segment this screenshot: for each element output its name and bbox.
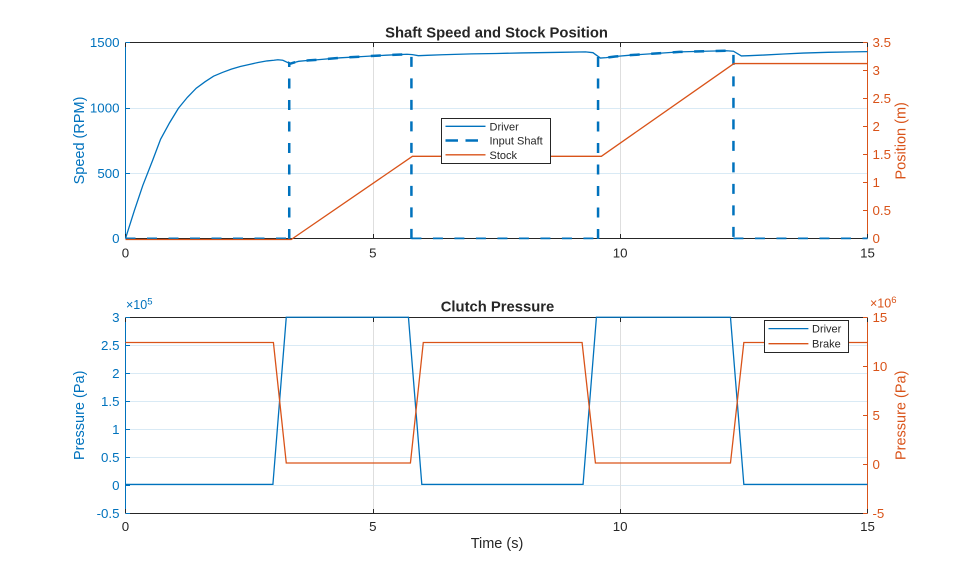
svg-text:2.5: 2.5 [873, 91, 892, 106]
svg-text:-5: -5 [873, 506, 885, 521]
svg-text:Brake: Brake [812, 339, 841, 351]
svg-text:Pressure (Pa): Pressure (Pa) [72, 371, 88, 460]
svg-text:15: 15 [860, 519, 875, 534]
svg-text:10: 10 [613, 519, 628, 534]
svg-text:Driver: Driver [490, 121, 520, 133]
svg-text:1: 1 [112, 422, 119, 437]
svg-text:3: 3 [112, 310, 119, 325]
svg-text:Input Shaft: Input Shaft [490, 136, 543, 148]
svg-text:0: 0 [112, 231, 119, 246]
svg-text:0: 0 [122, 519, 129, 534]
svg-text:Driver: Driver [812, 324, 842, 336]
svg-text:Speed (RPM): Speed (RPM) [72, 97, 88, 185]
svg-text:2: 2 [112, 366, 119, 381]
svg-text:×106: ×106 [870, 295, 897, 311]
svg-text:Clutch Pressure: Clutch Pressure [441, 300, 554, 316]
svg-text:0.5: 0.5 [101, 450, 120, 465]
svg-text:1.5: 1.5 [873, 147, 892, 162]
svg-text:Pressure (Pa): Pressure (Pa) [894, 371, 910, 460]
svg-text:1: 1 [873, 175, 880, 190]
svg-text:Stock: Stock [490, 150, 518, 162]
svg-text:3: 3 [873, 63, 880, 78]
svg-text:0: 0 [122, 245, 129, 260]
svg-text:0.5: 0.5 [873, 203, 892, 218]
svg-text:1500: 1500 [90, 35, 120, 50]
svg-text:Position (m): Position (m) [894, 102, 910, 179]
svg-text:×105: ×105 [126, 297, 153, 313]
svg-text:5: 5 [369, 245, 376, 260]
svg-text:2.5: 2.5 [101, 338, 120, 353]
svg-text:10: 10 [873, 359, 888, 374]
svg-text:5: 5 [873, 408, 880, 423]
svg-text:10: 10 [613, 245, 628, 260]
svg-text:0: 0 [112, 478, 119, 493]
svg-text:3.5: 3.5 [873, 35, 892, 50]
svg-text:2: 2 [873, 119, 880, 134]
svg-text:1.5: 1.5 [101, 394, 120, 409]
svg-text:0: 0 [873, 231, 880, 246]
svg-text:500: 500 [97, 166, 119, 181]
svg-text:Time (s): Time (s) [471, 536, 524, 552]
svg-text:5: 5 [369, 519, 376, 534]
svg-text:-0.5: -0.5 [97, 506, 120, 521]
svg-text:0: 0 [873, 457, 880, 472]
svg-text:15: 15 [860, 245, 875, 260]
svg-text:15: 15 [873, 310, 888, 325]
svg-text:Shaft Speed and Stock Position: Shaft Speed and Stock Position [385, 26, 608, 42]
svg-text:1000: 1000 [90, 101, 120, 116]
